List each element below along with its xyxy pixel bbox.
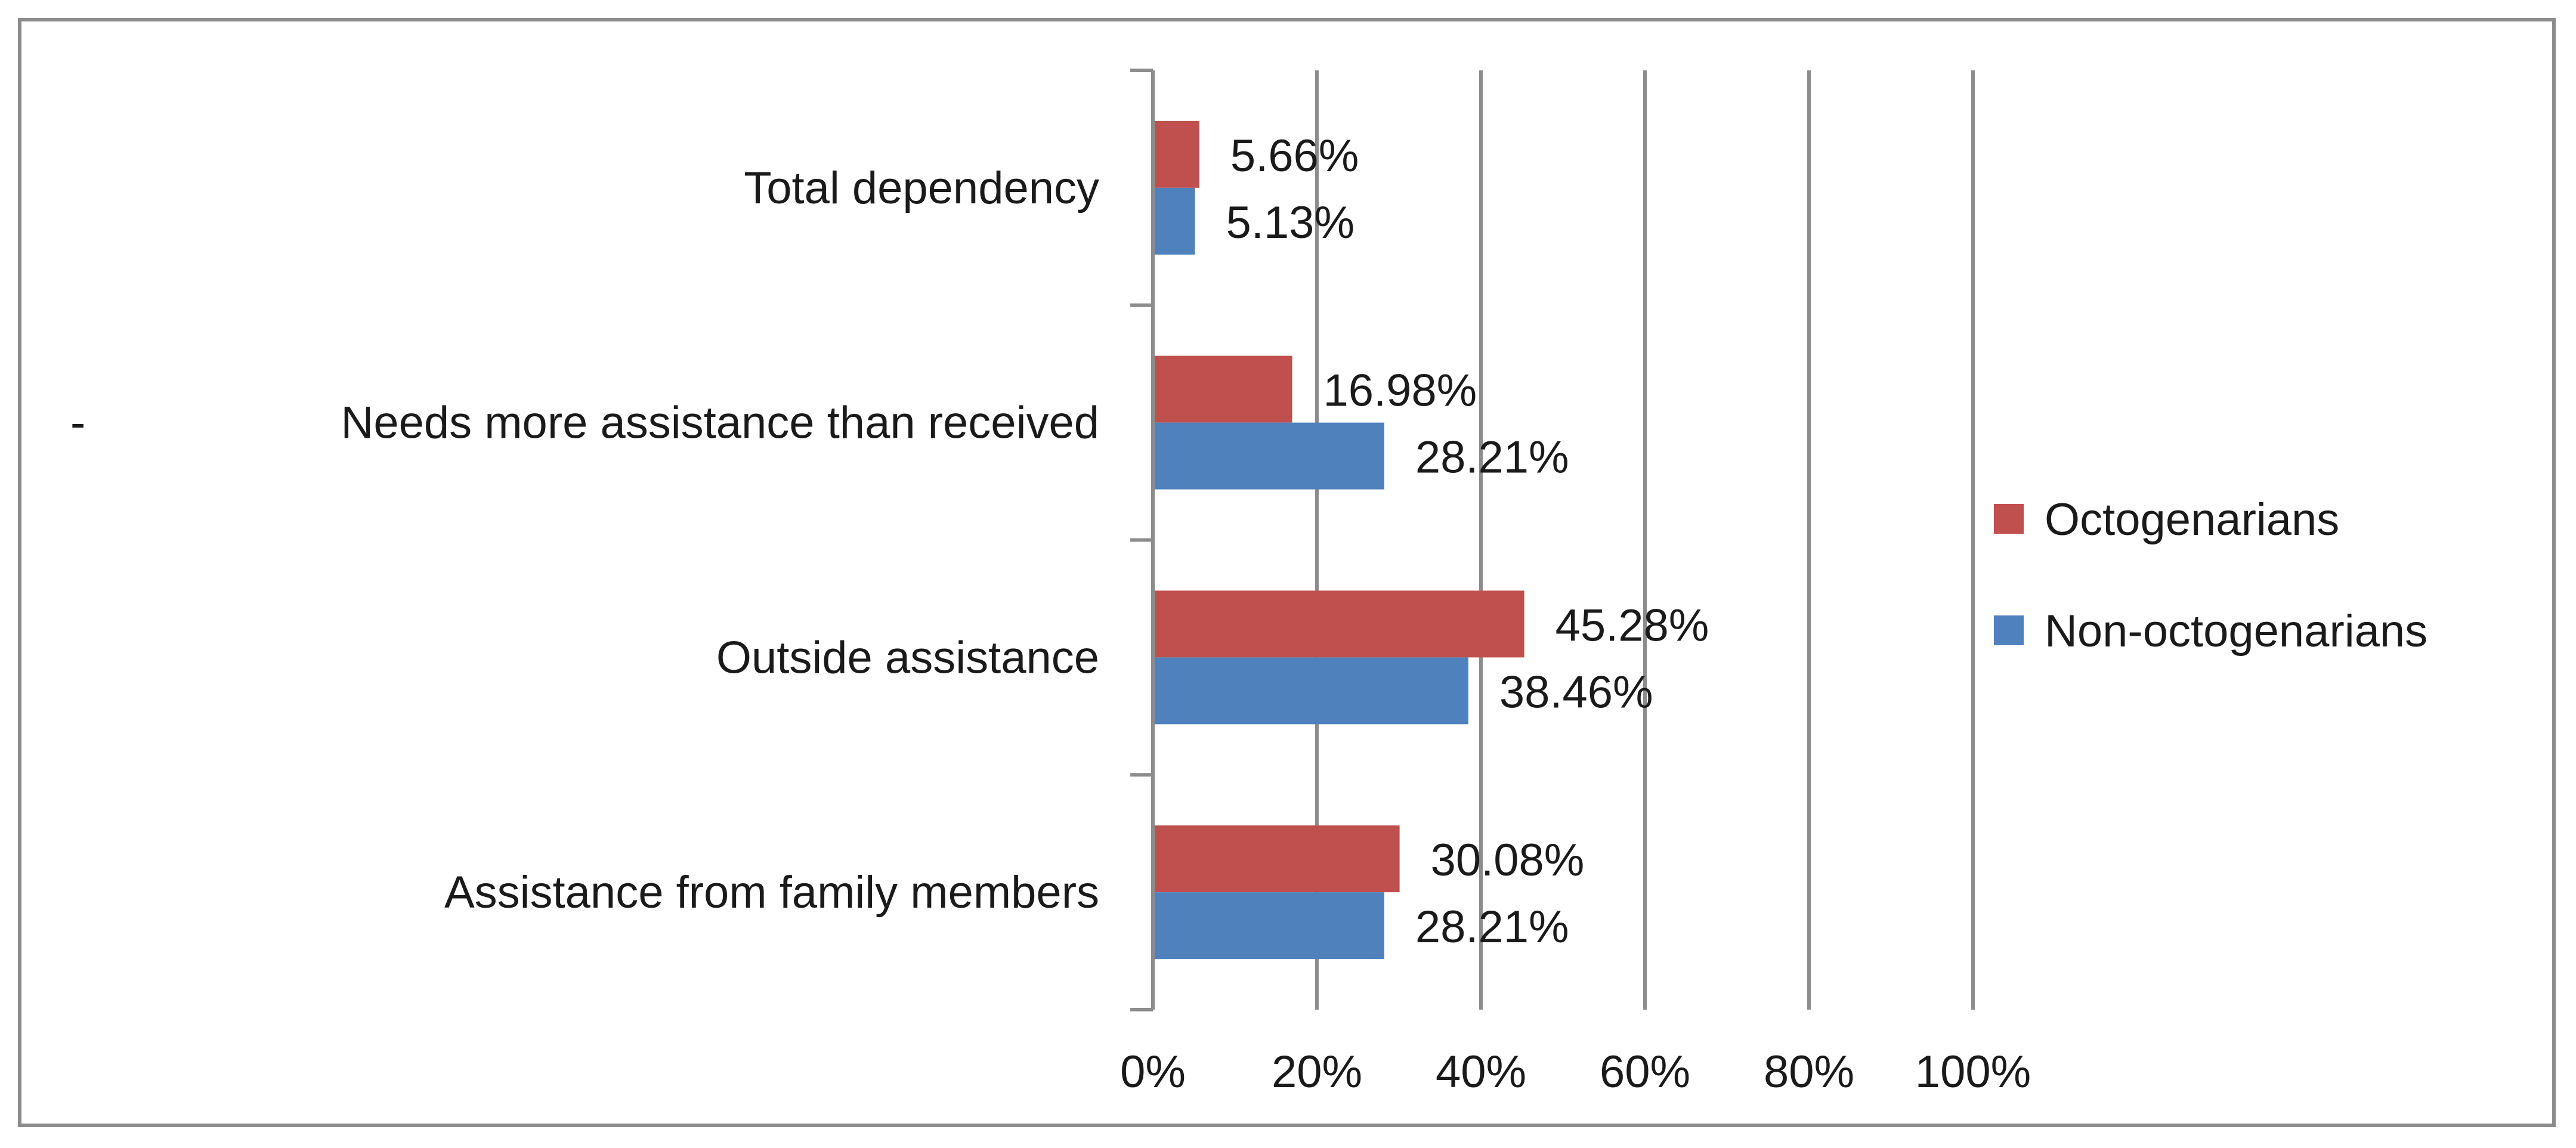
bar-non-octogenarians xyxy=(1153,892,1384,960)
category-prefix: - xyxy=(70,398,85,448)
category-label: Total dependency xyxy=(744,163,1099,213)
legend-swatch xyxy=(1994,615,2024,645)
legend-swatch xyxy=(1994,504,2024,534)
x-tick-label: 60% xyxy=(1600,1047,1690,1097)
category-label: Needs more assistance than received xyxy=(341,398,1099,448)
bars xyxy=(1153,120,1524,960)
bar-non-octogenarians xyxy=(1153,422,1384,490)
gridlines xyxy=(1315,70,1975,1010)
x-tick-label: 0% xyxy=(1120,1047,1186,1097)
data-label: 28.21% xyxy=(1415,432,1569,483)
data-label: 30.08% xyxy=(1431,835,1585,886)
data-label: 38.46% xyxy=(1499,667,1653,717)
x-tick-label: 20% xyxy=(1272,1047,1362,1097)
data-label: 5.13% xyxy=(1226,197,1355,248)
axes xyxy=(1130,69,1155,1011)
category-label: Outside assistance xyxy=(716,632,1099,683)
labels: 0% 20% 40% 60% 80% 100% Total dependency 5.66% 5… xyxy=(70,131,2031,1097)
x-tick-label: 100% xyxy=(1915,1047,2031,1097)
bar-non-octogenarians xyxy=(1153,187,1195,255)
legend-label: Octogenarians xyxy=(2045,494,2339,545)
legend-label: Non-octogenarians xyxy=(2045,606,2427,657)
data-label: 45.28% xyxy=(1556,600,1709,651)
data-label: 5.66% xyxy=(1230,131,1359,181)
data-label: 16.98% xyxy=(1323,366,1477,416)
legend: Octogenarians Non-octogenarians xyxy=(1994,494,2427,657)
x-tick-label: 80% xyxy=(1764,1047,1854,1097)
bar-non-octogenarians xyxy=(1153,657,1468,725)
category-label: Assistance from family members xyxy=(444,867,1099,918)
data-label: 28.21% xyxy=(1415,902,1569,952)
bar-octogenarians xyxy=(1153,825,1400,893)
bar-octogenarians xyxy=(1153,355,1292,423)
bar-octogenarians xyxy=(1153,120,1199,188)
x-tick-label: 40% xyxy=(1436,1047,1526,1097)
bar-octogenarians xyxy=(1153,590,1524,658)
